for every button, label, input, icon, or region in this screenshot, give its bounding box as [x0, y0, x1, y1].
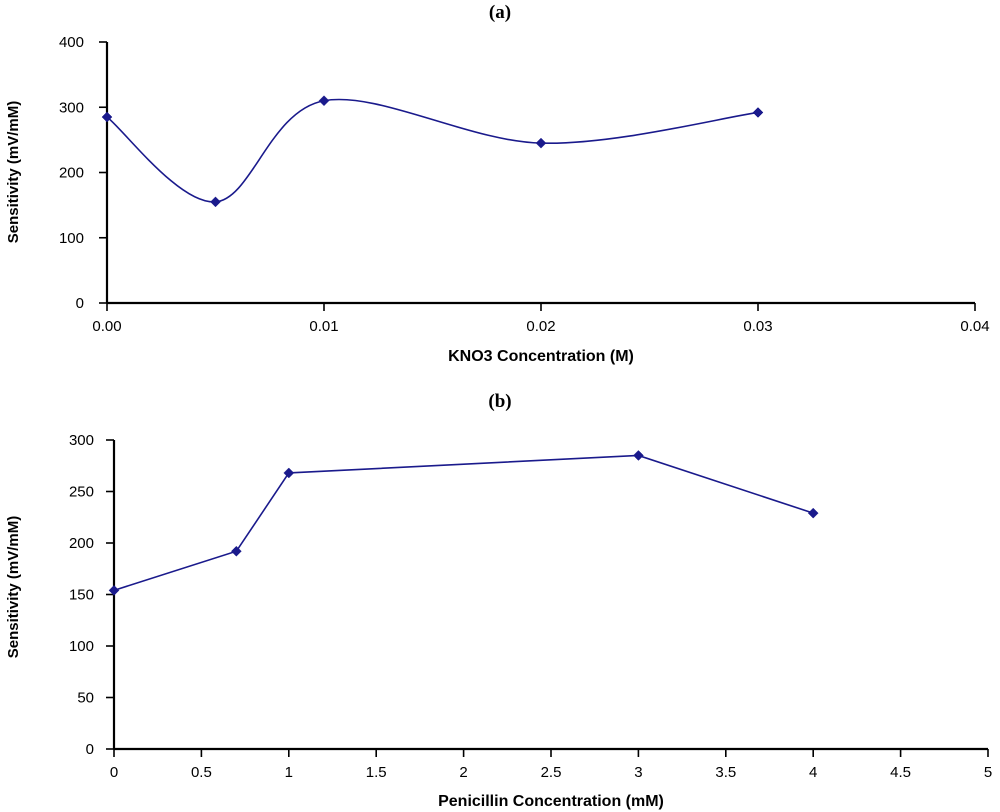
- data-point: [318, 95, 330, 107]
- data-point: [283, 467, 295, 479]
- x-tick-label: 2: [459, 764, 467, 781]
- y-tick-label: 150: [69, 587, 94, 604]
- x-tick-label: 0.01: [309, 318, 338, 335]
- data-point: [807, 507, 819, 519]
- x-tick-label: 3: [634, 764, 642, 781]
- data-point: [108, 585, 120, 596]
- y-tick-label: 100: [59, 230, 84, 247]
- chart-b: (b) 0 50 100 150 200 250 300 0 0.5 1 1.5 2 2.5 3 3.5 4 4.…: [5, 391, 992, 810]
- y-tick-label: 200: [59, 165, 84, 182]
- y-tick-label: 250: [69, 484, 94, 501]
- x-tick-label: 0: [110, 764, 118, 781]
- data-point: [633, 450, 644, 461]
- x-tick-label: 4: [809, 764, 817, 781]
- x-tick-label: 5: [984, 764, 992, 781]
- x-tick-label: 0.00: [92, 318, 121, 335]
- series-line: [106, 98, 759, 203]
- data-point: [752, 107, 764, 118]
- x-tick-label: 3.5: [715, 764, 736, 781]
- panel-label: (b): [488, 391, 511, 412]
- x-axis-title: KNO3 Concentration (M): [448, 348, 634, 365]
- data-point: [535, 137, 547, 149]
- x-tick-label: 4.5: [890, 764, 911, 781]
- y-tick-label: 300: [59, 99, 84, 116]
- y-tick-label: 50: [77, 690, 94, 707]
- y-tick-label: 300: [69, 432, 94, 449]
- data-point: [231, 545, 242, 557]
- data-point: [210, 196, 221, 208]
- data-point: [101, 111, 113, 123]
- y-tick-label: 100: [69, 638, 94, 655]
- chart-a: (a) 0 100 200 300 400 0.00 0.01 0.02 0.03 0.04 KNO3…: [5, 2, 990, 365]
- x-tick-label: 1.5: [366, 764, 387, 781]
- y-axis-title: Sensitivity (mV/mM): [5, 101, 22, 244]
- x-tick-label: 1: [285, 764, 293, 781]
- y-tick-label: 0: [76, 295, 84, 312]
- x-tick-label: 0.02: [526, 318, 555, 335]
- x-axis-title: Penicillin Concentration (mM): [438, 793, 664, 810]
- y-tick-label: 400: [59, 34, 84, 51]
- y-tick-label: 200: [69, 535, 94, 552]
- x-tick-label: 0.04: [960, 318, 989, 335]
- x-tick-label: 0.5: [191, 764, 212, 781]
- y-tick-label: 0: [86, 741, 94, 758]
- y-axis-title: Sensitivity (mV/mM): [5, 516, 22, 659]
- series-line: [113, 454, 814, 592]
- panel-label: (a): [489, 2, 511, 23]
- x-tick-label: 2.5: [541, 764, 562, 781]
- x-tick-label: 0.03: [743, 318, 772, 335]
